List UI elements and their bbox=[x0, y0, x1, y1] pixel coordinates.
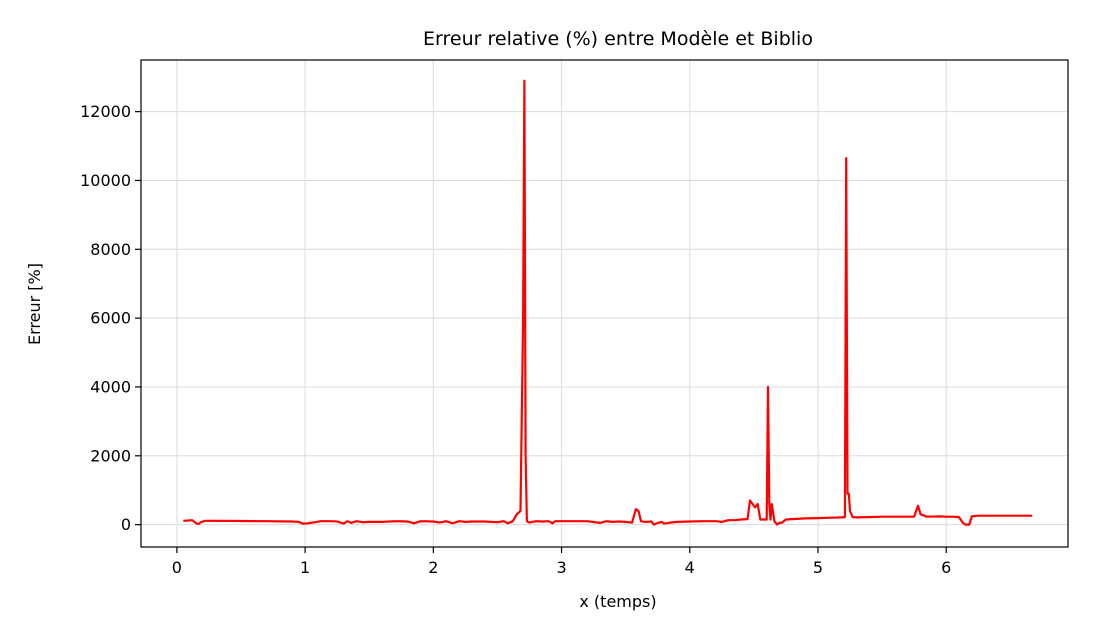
y-tick-label: 6000 bbox=[90, 309, 131, 328]
y-tick-label: 2000 bbox=[90, 446, 131, 465]
x-tick-label: 0 bbox=[172, 558, 182, 577]
x-tick-label: 3 bbox=[556, 558, 566, 577]
plot-frame bbox=[140, 59, 1069, 548]
plot-area bbox=[141, 60, 1068, 547]
x-tick-label: 6 bbox=[941, 558, 951, 577]
x-axis: 0 1 2 3 4 5 6 bbox=[172, 547, 951, 577]
x-tick-label: 5 bbox=[813, 558, 823, 577]
x-tick-label: 1 bbox=[300, 558, 310, 577]
error-series-line bbox=[183, 79, 1033, 526]
x-tick-label: 2 bbox=[428, 558, 438, 577]
chart-title: Erreur relative (%) entre Modèle et Bibl… bbox=[423, 28, 813, 50]
x-tick-label: 4 bbox=[685, 558, 695, 577]
y-axis-title: Erreur [%] bbox=[25, 263, 44, 345]
y-tick-label: 4000 bbox=[90, 377, 131, 396]
y-tick-label: 0 bbox=[121, 515, 131, 534]
y-tick-label: 8000 bbox=[90, 240, 131, 259]
y-axis: 0 2000 4000 6000 8000 10000 12000 bbox=[80, 102, 141, 534]
x-axis-title: x (temps) bbox=[579, 592, 656, 611]
y-tick-label: 10000 bbox=[80, 171, 131, 190]
grid-lines bbox=[141, 60, 1068, 547]
series-layer bbox=[183, 79, 1033, 526]
y-tick-label: 12000 bbox=[80, 102, 131, 121]
